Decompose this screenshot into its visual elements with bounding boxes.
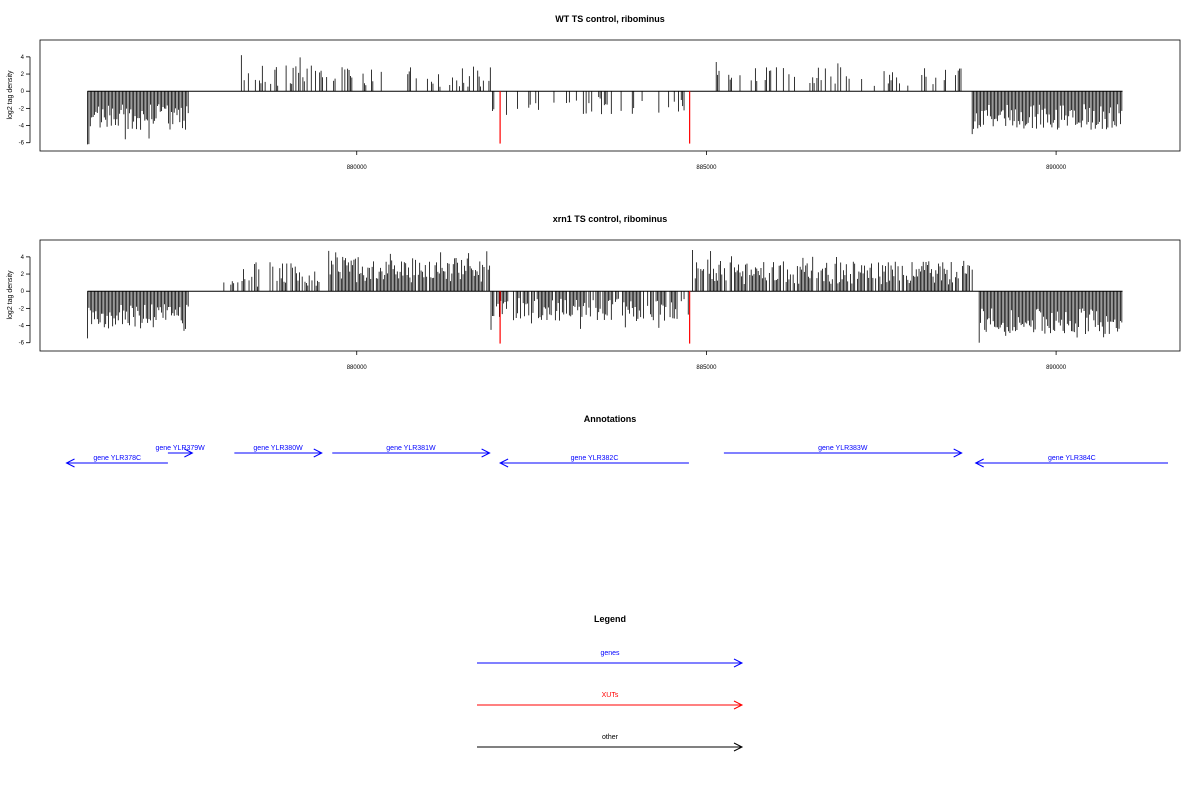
xrn1-panel-title: xrn1 TS control, ribominus xyxy=(553,214,668,224)
legend-label: XUTs xyxy=(602,692,619,699)
xrn1-x-tick-label: 885000 xyxy=(696,365,717,371)
xrn1-y-axis-label: log2 tag density xyxy=(7,270,14,320)
legend-arrow-head xyxy=(733,658,744,668)
xrn1-y-axis: -6 -4 -2 0 2 4 xyxy=(19,255,31,347)
annotations-title: Annotations xyxy=(584,414,637,424)
wt-bars xyxy=(87,55,1123,145)
legend-arrow-head xyxy=(733,742,744,752)
gene-arrow-head xyxy=(953,448,963,458)
xrn1-plot-frame xyxy=(39,239,1181,352)
xrn1-panel: xrn1 TS control, ribominus log2 tag dens… xyxy=(7,214,1181,371)
legend-title: Legend xyxy=(594,614,626,624)
xrn1-y-tick-label: -6 xyxy=(19,341,25,347)
wt-x-tick-label: 880000 xyxy=(347,165,368,171)
xrn1-y-tick-label: -4 xyxy=(19,324,25,330)
wt-y-tick-label: -2 xyxy=(19,106,25,112)
wt-x-axis: 880000 885000 890000 xyxy=(347,151,1067,171)
wt-y-tick-label: 0 xyxy=(21,89,25,95)
wt-y-axis: -6 -4 -2 0 2 4 xyxy=(19,55,31,147)
gene-arrow-head xyxy=(313,448,323,458)
wt-y-tick-label: 2 xyxy=(21,72,25,78)
xrn1-y-tick-label: -2 xyxy=(19,306,25,312)
legend-label: genes xyxy=(600,650,620,657)
gene-arrows: gene YLR378C gene YLR379W gene YLR380W gene… xyxy=(65,445,1168,468)
legend-items: genes XUTs other xyxy=(477,650,744,752)
gene-label: gene YLR379W xyxy=(156,445,206,452)
gene-label: gene YLR381W xyxy=(386,445,436,452)
wt-x-tick-label: 885000 xyxy=(696,165,717,171)
wt-panel-title: WT TS control, ribominus xyxy=(555,14,665,24)
wt-y-tick-label: -4 xyxy=(19,124,25,130)
xrn1-bars xyxy=(87,250,1123,343)
gene-label: gene YLR380W xyxy=(253,445,303,452)
wt-xut-markers xyxy=(499,91,691,144)
wt-y-axis-label: log2 tag density xyxy=(7,70,14,120)
xrn1-x-tick-label: 880000 xyxy=(347,365,368,371)
wt-panel: WT TS control, ribominus log2 tag densit… xyxy=(7,14,1181,171)
xrn1-x-tick-label: 890000 xyxy=(1046,365,1067,371)
legend-label: other xyxy=(602,734,619,741)
gene-arrow-head xyxy=(481,448,491,458)
gene-arrow-head xyxy=(65,458,75,468)
xrn1-xut-markers xyxy=(499,291,691,344)
gene-arrow-head xyxy=(498,458,509,468)
xrn1-y-tick-label: 2 xyxy=(21,272,25,278)
xrn1-y-tick-label: 0 xyxy=(21,289,25,295)
gene-label: gene YLR382C xyxy=(571,455,619,462)
wt-plot-frame xyxy=(39,39,1181,152)
legend: Legend genes XUTs other xyxy=(477,614,744,752)
gene-label: gene YLR383W xyxy=(818,445,868,452)
wt-x-tick-label: 890000 xyxy=(1046,165,1067,171)
gene-arrow-head xyxy=(974,458,984,468)
wt-y-tick-label: 4 xyxy=(21,55,25,61)
gene-arrow-head xyxy=(184,448,194,458)
xrn1-x-axis: 880000 885000 890000 xyxy=(347,351,1067,371)
gene-label: gene YLR378C xyxy=(93,455,141,462)
gene-label: gene YLR384C xyxy=(1048,455,1096,462)
legend-arrow-head xyxy=(733,700,744,710)
wt-y-tick-label: -6 xyxy=(19,141,25,147)
xrn1-y-tick-label: 4 xyxy=(21,255,25,261)
